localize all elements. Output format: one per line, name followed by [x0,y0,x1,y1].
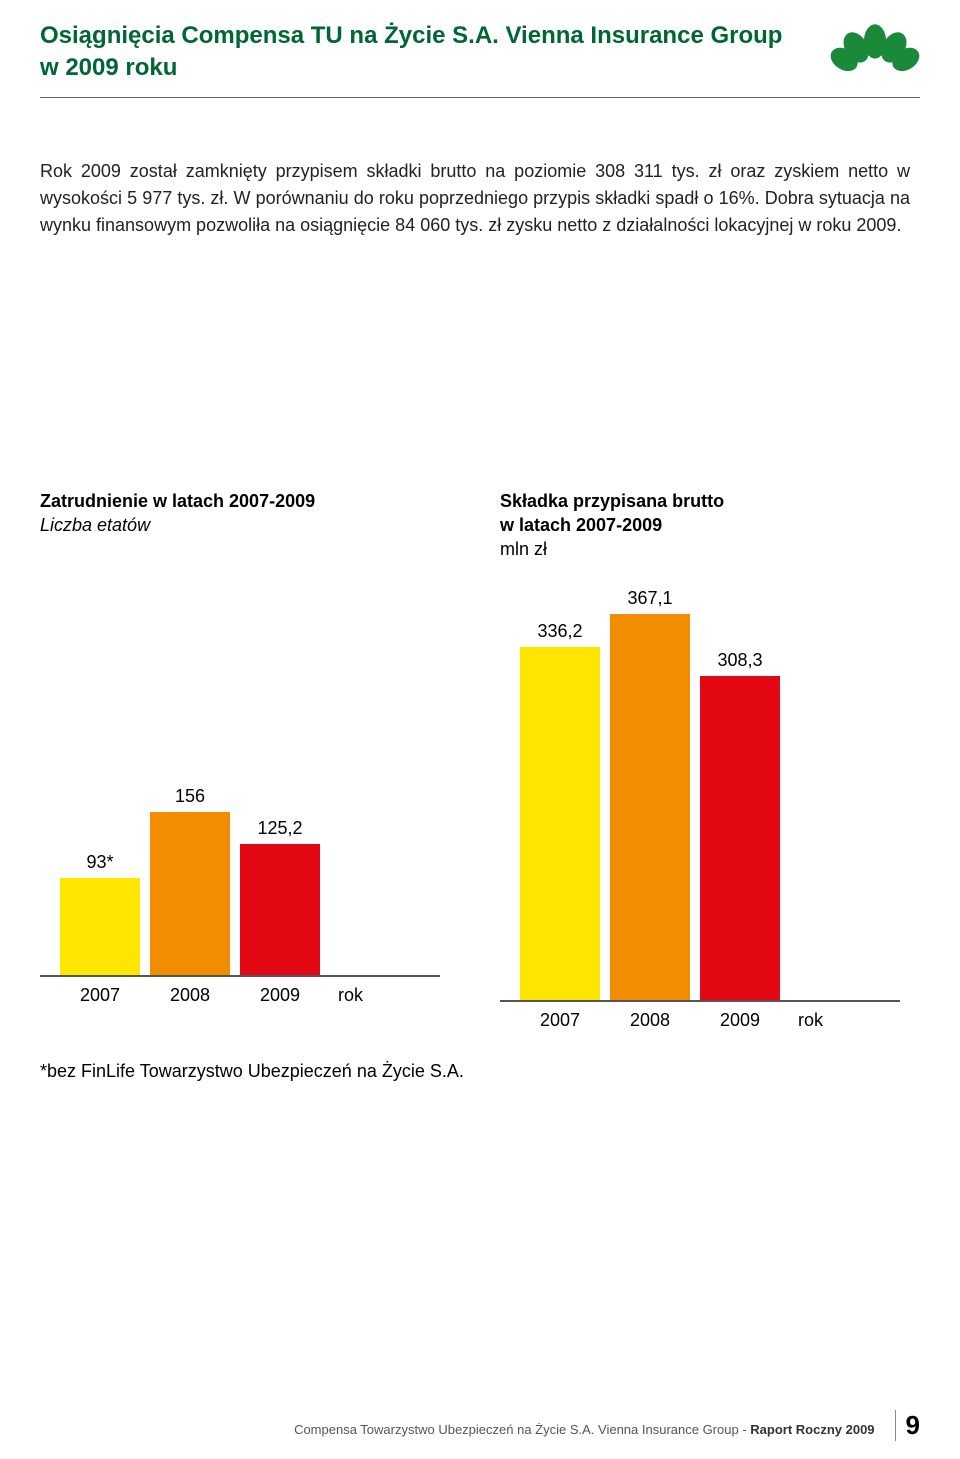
chart2-axis-label: rok [798,1010,823,1031]
title-line-1: Osiągnięcia Compensa TU na Życie S.A. Vi… [40,22,782,49]
premium-chart: Składka przypisana brutto w latach 2007-… [500,489,900,1031]
chart2-bar-label-2008: 367,1 [610,588,690,609]
company-logo-icon [830,20,920,80]
chart2-unit: mln zł [500,537,900,561]
chart1-bar-label-2007: 93* [60,852,140,873]
chart2-bar-2007: 336,2 [520,647,600,1000]
chart1-bar-label-2009: 125,2 [240,818,320,839]
chart1-subtitle: Liczba etatów [40,513,440,537]
page-title: Osiągnięcia Compensa TU na Życie S.A. Vi… [40,20,782,85]
employment-chart: Zatrudnienie w latach 2007-2009 Liczba e… [40,489,440,1031]
title-divider [40,97,920,98]
footer-text: Compensa Towarzystwo Ubezpieczeń na Życi… [294,1422,874,1437]
chart2-title: Składka przypisana brutto [500,489,900,513]
chart2-bar-2008: 367,1 [610,614,690,999]
chart1-title: Zatrudnienie w latach 2007-2009 [40,489,440,513]
chart2-bar-label-2007: 336,2 [520,621,600,642]
charts-container: Zatrudnienie w latach 2007-2009 Liczba e… [40,489,920,1031]
chart1-xtick-2007: 2007 [60,985,140,1006]
chart1-bar-label-2008: 156 [150,786,230,807]
chart2-bar-2009: 308,3 [700,676,780,1000]
body-paragraph: Rok 2009 został zamknięty przypisem skła… [40,158,910,239]
page-number: 9 [895,1410,920,1441]
chart1-axis-label: rok [338,985,363,1006]
page-footer: Compensa Towarzystwo Ubezpieczeń na Życi… [40,1410,920,1441]
chart2-subtitle: w latach 2007-2009 [500,513,900,537]
chart2-xtick-2007: 2007 [520,1010,600,1031]
chart1-xaxis: 2007 2008 2009 rok [40,985,440,1006]
chart2-bar-label-2009: 308,3 [700,650,780,671]
chart1-xtick-2009: 2009 [240,985,320,1006]
chart2-xaxis: 2007 2008 2009 rok [500,1010,900,1031]
chart1-bar-2008: 156 [150,812,230,976]
footer-text-bold: Raport Roczny 2009 [750,1422,874,1437]
footer-text-regular: Compensa Towarzystwo Ubezpieczeń na Życi… [294,1422,750,1437]
chart-footnote: *bez FinLife Towarzystwo Ubezpieczeń na … [40,1061,920,1082]
title-line-2: w 2009 roku [40,54,177,81]
chart2-xtick-2009: 2009 [700,1010,780,1031]
chart1-bar-2007: 93* [60,878,140,976]
chart1-xtick-2008: 2008 [150,985,230,1006]
chart2-bars-region: 336,2367,1308,3 [500,582,900,1002]
chart1-bar-2009: 125,2 [240,844,320,975]
chart2-xtick-2008: 2008 [610,1010,690,1031]
chart1-bars-region: 93*156125,2 [40,557,440,977]
